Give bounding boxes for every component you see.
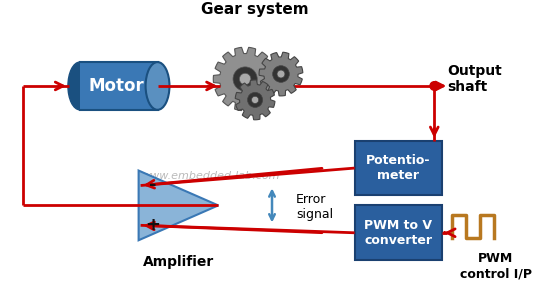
Text: Potentio-
meter: Potentio- meter [366,154,431,182]
Text: www.embedded-lab.com: www.embedded-lab.com [141,171,279,181]
Text: Output
shaft: Output shaft [447,64,502,94]
FancyBboxPatch shape [355,205,442,260]
Circle shape [239,73,251,85]
Text: Motor: Motor [89,77,145,95]
FancyBboxPatch shape [80,62,157,110]
Polygon shape [139,171,218,240]
Text: +: + [145,216,160,234]
Text: Gear system: Gear system [201,2,309,17]
Text: Error
signal: Error signal [296,194,333,222]
Text: PWM
control I/P: PWM control I/P [460,252,532,280]
Polygon shape [235,80,275,120]
Ellipse shape [68,62,92,110]
Circle shape [233,67,257,91]
Ellipse shape [146,62,169,110]
Circle shape [429,81,439,91]
Text: -: - [149,176,156,194]
Text: Amplifier: Amplifier [143,255,214,269]
Text: PWM to V
converter: PWM to V converter [364,219,432,247]
FancyBboxPatch shape [355,141,442,196]
Circle shape [277,70,285,78]
Circle shape [248,92,262,107]
Polygon shape [259,52,303,96]
Polygon shape [213,47,277,111]
Circle shape [273,66,289,82]
Circle shape [252,96,259,104]
